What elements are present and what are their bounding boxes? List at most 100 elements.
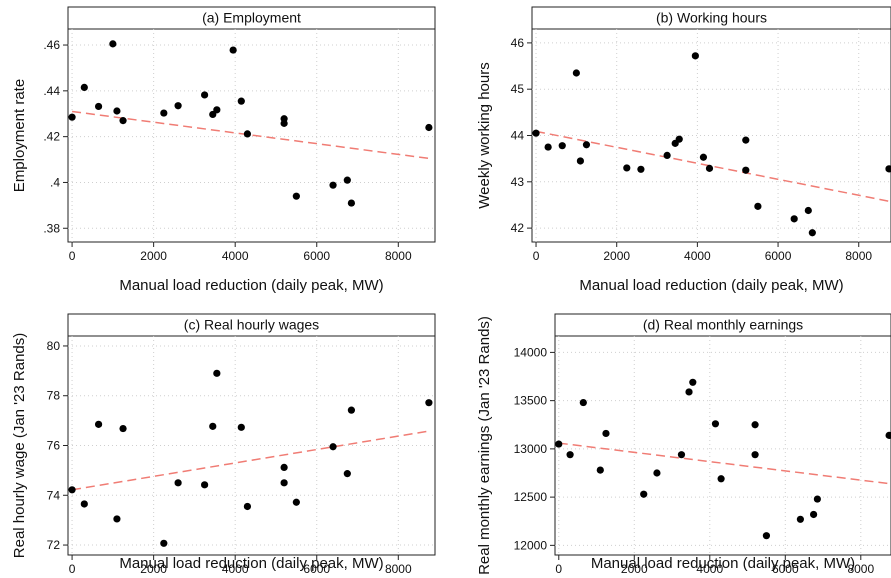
- data-point: [711, 420, 720, 428]
- data-point: [237, 423, 245, 431]
- y-tick-label: 12000: [514, 538, 548, 552]
- data-point: [558, 142, 566, 150]
- data-point: [174, 102, 182, 110]
- data-point: [572, 69, 580, 77]
- y-tick-label: 72: [47, 538, 61, 552]
- x-axis-title: Manual load reduction (daily peak, MW): [119, 277, 383, 294]
- data-point: [751, 451, 759, 459]
- data-point: [576, 157, 585, 165]
- data-point: [810, 510, 818, 519]
- x-tick-label: 6000: [765, 249, 792, 263]
- x-axis-title: Manual load reduction (daily peak, MW): [119, 555, 383, 572]
- data-point: [229, 46, 237, 54]
- plot-frame: [67, 6, 436, 243]
- y-tick-label: 13500: [514, 394, 548, 408]
- y-tick-label: 13000: [514, 442, 548, 456]
- data-point: [579, 398, 587, 407]
- data-point: [343, 470, 351, 478]
- y-axis-title: Weekly working hours: [476, 62, 493, 208]
- x-tick-label: 8000: [847, 562, 874, 576]
- data-point: [343, 176, 351, 184]
- x-tick-label: 2000: [621, 562, 648, 576]
- data-point: [532, 129, 540, 137]
- data-point: [751, 421, 759, 429]
- x-tick-label: 0: [69, 249, 76, 263]
- data-point: [174, 479, 182, 487]
- x-tick-label: 6000: [303, 249, 330, 263]
- data-point: [425, 123, 433, 132]
- x-tick-label: 8000: [385, 249, 412, 263]
- data-point: [292, 498, 300, 506]
- data-point: [790, 215, 798, 223]
- y-axis-title: Real monthly earnings (Jan '23 Rands): [476, 316, 493, 575]
- data-point: [80, 500, 88, 508]
- data-point: [329, 181, 337, 189]
- data-point: [329, 443, 337, 451]
- x-tick-label: 8000: [845, 249, 872, 263]
- y-tick-label: 14000: [514, 345, 548, 359]
- data-point: [677, 451, 686, 459]
- data-point: [717, 475, 725, 483]
- panel-real-monthly-earnings: (d) Real monthly earnings 0 2000 4000 6000 80…: [476, 313, 891, 576]
- data-point: [762, 532, 771, 540]
- x-tick-label: 4000: [684, 249, 711, 263]
- fitted-line: [71, 110, 429, 160]
- data-point: [280, 479, 288, 487]
- data-point: [119, 424, 127, 433]
- data-point: [160, 539, 168, 547]
- data-point: [675, 135, 683, 143]
- y-tick-label: 43: [511, 175, 525, 189]
- y-tick-label: 46: [511, 36, 525, 50]
- y-tick-label: 42: [511, 221, 525, 235]
- data-point: [602, 429, 610, 438]
- data-point: [582, 141, 591, 149]
- panel-title: (c) Real hourly wages: [184, 317, 319, 333]
- x-tick-label: 0: [533, 249, 540, 263]
- panel-title: (b) Working hours: [656, 10, 767, 26]
- panel-title-bar: [67, 313, 436, 337]
- data-point: [623, 164, 631, 172]
- y-tick-label: 80: [47, 339, 61, 353]
- data-point: [94, 102, 103, 111]
- x-tick-label: 0: [69, 562, 76, 576]
- fitted-line: [71, 430, 430, 491]
- data-point: [425, 399, 433, 407]
- data-point: [544, 143, 552, 151]
- y-tick-label: .42: [43, 130, 60, 144]
- data-point: [663, 151, 671, 160]
- y-tick-label: 45: [511, 82, 525, 96]
- data-point: [705, 164, 714, 172]
- x-tick-label: 4000: [222, 249, 249, 263]
- data-point: [292, 192, 300, 200]
- data-point: [689, 378, 697, 386]
- data-point: [347, 199, 356, 207]
- y-axis-title: Employment rate: [11, 79, 28, 192]
- data-point: [80, 83, 88, 92]
- panel-title: (d) Real monthly earnings: [643, 317, 803, 333]
- x-tick-label: 8000: [385, 562, 412, 576]
- data-point: [566, 451, 574, 459]
- y-tick-label: 76: [47, 439, 61, 453]
- x-tick-label: 6000: [772, 562, 799, 576]
- data-point: [201, 91, 209, 99]
- panel-title-bar: [67, 6, 436, 30]
- data-point: [237, 97, 245, 105]
- data-point: [596, 466, 604, 474]
- x-axis-title: Manual load reduction (daily peak, MW): [591, 555, 855, 572]
- data-point: [201, 481, 209, 489]
- plot-frame: [67, 313, 436, 556]
- data-point: [94, 420, 103, 428]
- x-tick-label: 4000: [222, 562, 249, 576]
- y-tick-label: .38: [43, 221, 60, 235]
- data-point: [347, 406, 356, 414]
- data-point: [68, 113, 76, 121]
- y-tick-label: 78: [47, 389, 61, 403]
- panel-title-bar: [554, 313, 891, 337]
- panel-title: (a) Employment: [202, 10, 301, 26]
- panel-real-hourly-wages: (c) Real hourly wages 0 2000 4000 6000 8000 72…: [11, 313, 436, 576]
- y-tick-label: 12500: [514, 490, 548, 504]
- data-point: [653, 469, 661, 477]
- data-point: [280, 463, 288, 471]
- data-point: [213, 106, 221, 114]
